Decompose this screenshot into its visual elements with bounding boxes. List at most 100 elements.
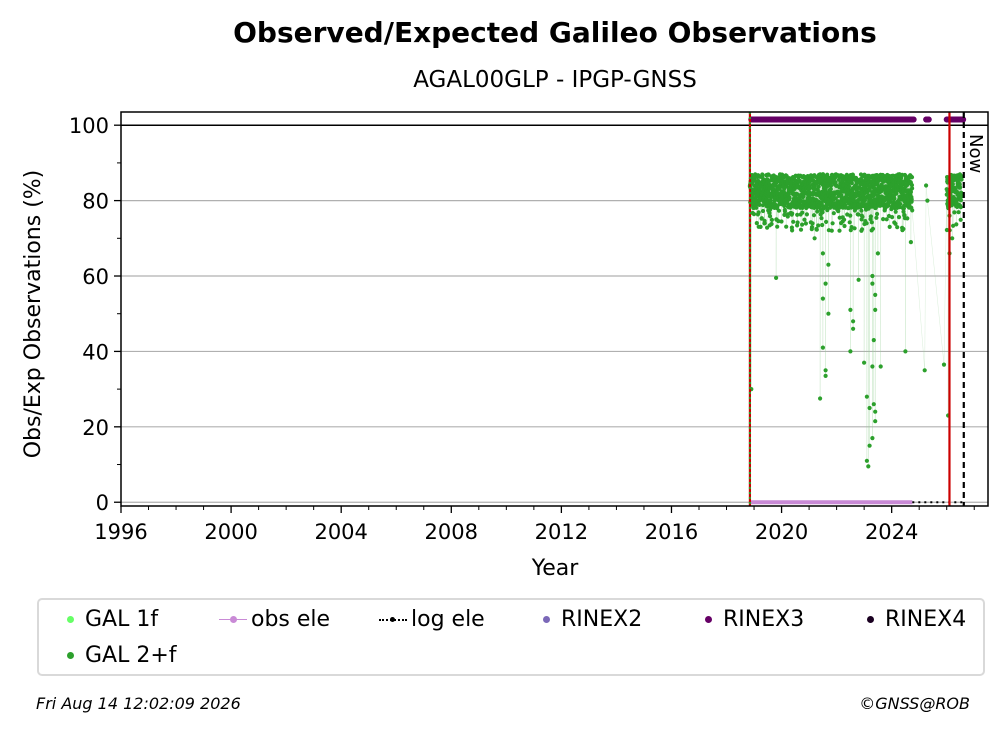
gal2f-point — [849, 181, 854, 186]
gal2f-point — [802, 217, 807, 222]
gal2f-point — [881, 217, 886, 222]
footer-credit: ©GNSS@ROB — [859, 694, 970, 713]
footer-timestamp: Fri Aug 14 12:02:09 2026 — [36, 694, 241, 713]
gal2f-point — [841, 174, 846, 179]
gal2f-point — [847, 220, 852, 225]
y-tick-label: 60 — [82, 265, 109, 289]
gal2f-point — [873, 409, 878, 414]
y-axis-label: Obs/Exp Observations (%) — [21, 170, 46, 459]
gal2f-point — [824, 219, 829, 224]
gal2f-point — [924, 183, 929, 188]
rinex3-point — [910, 116, 917, 123]
gal2f-point — [812, 236, 817, 241]
gal2f-point — [756, 210, 761, 215]
legend-label-gal1f: GAL 1f — [85, 606, 159, 632]
gal2f-point — [784, 224, 789, 229]
gal2f-point — [842, 223, 847, 229]
x-axis-label: Year — [531, 556, 580, 581]
gal2f-point — [886, 203, 891, 208]
legend-label-rinex2: RINEX2 — [561, 606, 643, 632]
gal2f-point — [866, 464, 871, 469]
gal2f-point — [795, 220, 800, 225]
gal2f-point — [798, 227, 804, 232]
gal2f-point — [760, 208, 766, 214]
gal2f-point — [860, 227, 865, 232]
gal2f-point — [831, 211, 836, 216]
gal2f-point — [922, 368, 927, 373]
gal2f-point — [759, 216, 764, 221]
chart-title: Observed/Expected Galileo Observations — [233, 16, 877, 49]
chart: Observed/Expected Galileo Observations A… — [21, 16, 989, 581]
gal2f-point — [870, 436, 875, 441]
legend-marker-obs-ele — [217, 607, 251, 631]
gal2f-point — [910, 208, 915, 213]
gal2f-point — [951, 223, 956, 228]
y-tick-label: 20 — [82, 416, 109, 440]
x-tick-label: 2004 — [314, 520, 367, 544]
gal2f-point — [836, 209, 841, 214]
gal2f-point — [811, 213, 817, 218]
gal2f-point — [870, 273, 875, 279]
gal2f-point — [941, 362, 947, 367]
gal2f-point — [810, 221, 815, 226]
gal2f-point — [829, 228, 834, 233]
legend-label-log-ele: log ele — [411, 606, 485, 632]
x-tick-label: 1996 — [94, 520, 147, 544]
gal2f-point — [851, 326, 856, 331]
gal2f-point — [867, 443, 872, 448]
gal2f-point — [847, 184, 852, 189]
legend-item-gal1f: GAL 1f — [51, 606, 159, 632]
legend-item-gal2f: GAL 2+f — [51, 642, 177, 668]
gal2f-point — [873, 292, 878, 297]
gal2f-point — [837, 228, 842, 233]
gal2f-point — [873, 205, 878, 210]
gal2f-point — [875, 211, 880, 217]
gal2f-point — [848, 307, 853, 312]
gal2f-point — [908, 189, 914, 195]
gal2f-point — [754, 205, 759, 210]
legend-label-rinex4: RINEX4 — [885, 606, 967, 632]
legend-marker-log-ele — [377, 607, 411, 631]
gal2f-point — [782, 212, 787, 217]
legend-marker-rinex4 — [851, 607, 885, 631]
gal2f-point — [870, 226, 876, 231]
x-tick-label: 2008 — [425, 520, 478, 544]
gal2f-point — [762, 221, 767, 226]
gal2f-point — [875, 251, 881, 256]
gal2f-point — [884, 217, 889, 222]
gal2f-point — [848, 349, 853, 354]
legend-marker-rinex3 — [689, 607, 723, 631]
gal2f-point — [757, 202, 762, 207]
legend-label-gal2f: GAL 2+f — [85, 642, 177, 668]
gal2f-point — [909, 175, 915, 180]
now-label: Now — [965, 134, 986, 173]
gal2f-point — [890, 215, 895, 220]
gal2f-point — [851, 319, 856, 324]
gal2f-point — [902, 213, 907, 218]
gal2f-point — [816, 184, 821, 189]
legend-item-rinex2: RINEX2 — [527, 606, 643, 632]
gal2f-point — [893, 209, 898, 214]
gal2f-point — [833, 196, 838, 201]
legend: GAL 1f GAL 2+f obs ele log ele RINEX2 RI… — [37, 598, 985, 676]
y-tick-label: 100 — [69, 114, 109, 138]
legend-item-rinex4: RINEX4 — [851, 606, 967, 632]
legend-marker-gal1f — [51, 607, 85, 631]
gal2f-point — [814, 227, 819, 232]
gal2f-point — [848, 213, 853, 218]
gal2f-point — [959, 174, 964, 179]
gal2f-point — [862, 360, 867, 365]
gal2f-point — [820, 172, 826, 177]
gal2f-point — [871, 402, 876, 407]
gal2f-point — [776, 208, 782, 213]
gal2f-point — [856, 212, 861, 217]
gal2f-point — [954, 222, 959, 227]
gal2f-point — [874, 215, 879, 220]
gal2f-point — [958, 205, 963, 210]
x-tick-label: 2020 — [755, 520, 808, 544]
gal2f-point — [908, 240, 914, 245]
gal2f-point — [893, 221, 898, 226]
gal2f-point — [828, 187, 833, 192]
gal2f-point — [823, 281, 828, 286]
gal2f-point — [895, 225, 900, 230]
